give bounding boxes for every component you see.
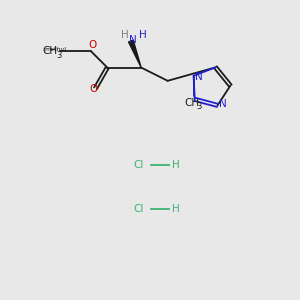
Text: H: H — [121, 30, 128, 40]
Text: 3: 3 — [196, 102, 202, 111]
Polygon shape — [128, 40, 141, 68]
Text: 3: 3 — [56, 51, 62, 60]
Text: CH: CH — [42, 46, 57, 56]
Text: O: O — [88, 40, 97, 50]
Text: H: H — [172, 160, 179, 170]
Text: Cl: Cl — [134, 160, 144, 170]
Text: H: H — [140, 30, 147, 40]
Text: methyl: methyl — [44, 47, 66, 52]
Text: N: N — [129, 34, 137, 45]
Text: N: N — [195, 72, 203, 82]
Text: Cl: Cl — [134, 204, 144, 214]
Text: CH: CH — [185, 98, 200, 108]
Text: O: O — [89, 84, 97, 94]
Text: H: H — [172, 204, 179, 214]
Text: N: N — [219, 99, 227, 109]
